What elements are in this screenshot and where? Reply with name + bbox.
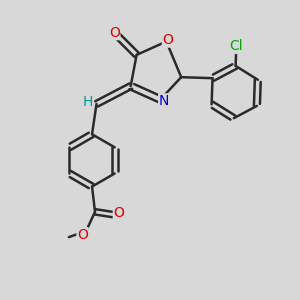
Text: N: N xyxy=(159,94,169,108)
Text: O: O xyxy=(162,33,173,47)
Text: Cl: Cl xyxy=(230,39,243,53)
Text: O: O xyxy=(113,206,124,220)
Text: H: H xyxy=(83,95,93,110)
Text: O: O xyxy=(109,26,120,40)
Text: O: O xyxy=(77,228,88,242)
